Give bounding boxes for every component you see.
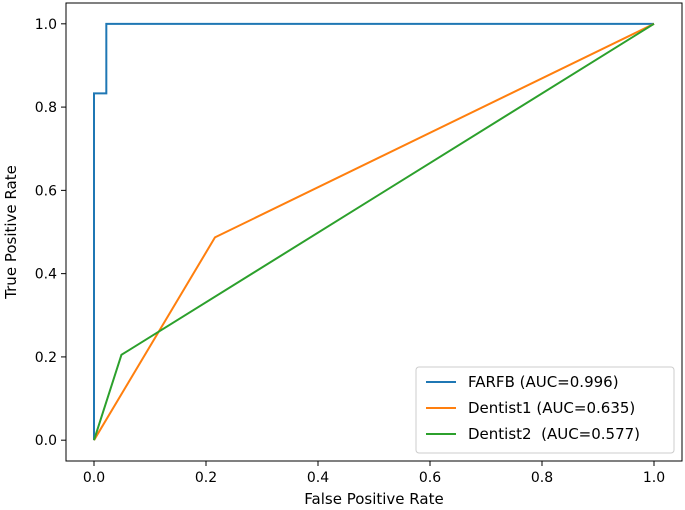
x-tick-label: 0.4 [307, 470, 329, 486]
x-tick-label: 0.6 [419, 470, 441, 486]
y-tick-label: 1.0 [35, 17, 57, 33]
x-axis-label: False Positive Rate [304, 490, 443, 508]
legend-label-3: Dentist2 (AUC=0.577) [468, 425, 640, 443]
legend-label-1: FARFB (AUC=0.996) [468, 373, 619, 391]
series-layer [93, 22, 655, 441]
legend-label-2: Dentist1 (AUC=0.635) [468, 399, 635, 417]
x-tick-label: 1.0 [643, 470, 665, 486]
plot-frame [65, 2, 683, 462]
y-tick-label: 0.0 [35, 433, 57, 449]
legend: FARFB (AUC=0.996) Dentist1 (AUC=0.635) Den… [415, 366, 675, 454]
x-axis-ticks: 0.0 0.2 0.4 0.6 0.8 1.0 [83, 461, 665, 486]
series-line-2 [93, 22, 655, 441]
x-tick-label: 0.0 [83, 470, 105, 486]
x-tick-label: 0.2 [195, 470, 217, 486]
y-axis-ticks: 0.0 0.2 0.4 0.6 0.8 1.0 [35, 17, 66, 449]
x-tick-label: 0.8 [531, 470, 553, 486]
series-line-3 [93, 22, 655, 441]
y-tick-label: 0.8 [35, 100, 57, 116]
legend-box [415, 366, 675, 454]
y-tick-label: 0.6 [35, 183, 57, 199]
y-tick-label: 0.2 [35, 350, 57, 366]
y-tick-label: 0.4 [35, 267, 57, 283]
series-line-1 [93, 22, 654, 441]
y-axis-label: True Positive Rate [2, 165, 20, 300]
